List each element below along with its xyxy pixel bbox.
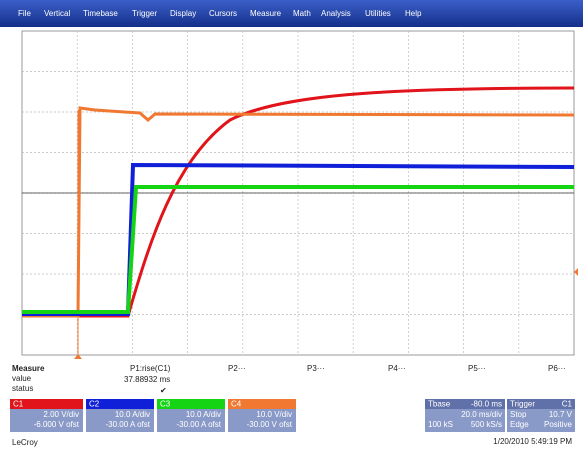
channel-scale: 10.0 A/div — [186, 410, 221, 419]
menu-item[interactable]: Math — [293, 9, 311, 18]
menu-item[interactable]: Utilities — [365, 9, 391, 18]
measure-title: Measure — [12, 364, 45, 373]
param-name: P1:rise(C1) — [130, 364, 171, 373]
brand-logo: LeCroy — [12, 438, 38, 447]
tbase-samples: 100 kS — [428, 420, 453, 429]
channel-scale: 10.0 V/div — [256, 410, 292, 419]
trigger-mode: Stop — [510, 410, 527, 419]
trigger-marker — [74, 354, 82, 359]
channel-scale: 2.00 V/div — [43, 410, 79, 419]
channel-name: C2 — [89, 400, 100, 409]
channel-header — [10, 399, 83, 409]
tbase-rate: 500 kS/s — [471, 420, 502, 429]
param-name: P2··· — [228, 364, 246, 373]
param-name: P3··· — [307, 364, 325, 373]
param-name: P4··· — [388, 364, 406, 373]
row-label: status — [12, 384, 33, 393]
trace-c1 — [22, 86, 575, 318]
param-status: ✔ — [160, 386, 167, 395]
trigger-source: C1 — [562, 400, 573, 409]
menu-item[interactable]: Display — [170, 9, 196, 18]
menu-item[interactable]: Analysis — [321, 9, 351, 18]
channel-offset: -30.00 A ofst — [106, 420, 151, 429]
param-name: P6··· — [548, 364, 566, 373]
trigger-label: Trigger — [510, 400, 535, 409]
menu-item[interactable]: File — [18, 9, 31, 18]
menu-item[interactable]: Vertical — [44, 9, 70, 18]
tbase-scale: 20.0 ms/div — [461, 410, 502, 419]
channel-name: C4 — [231, 400, 242, 409]
channel-header — [228, 399, 296, 409]
trace-c3 — [22, 185, 574, 314]
channel-scale: 10.0 A/div — [115, 410, 150, 419]
menu-item[interactable]: Timebase — [83, 9, 118, 18]
channel-name: C3 — [160, 400, 171, 409]
tbase-label: Tbase — [428, 400, 451, 409]
channel-offset: -30.00 A ofst — [177, 420, 222, 429]
timestamp: 1/20/2010 5:49:19 PM — [493, 437, 572, 446]
channel-offset: -30.00 V ofst — [247, 420, 293, 429]
level-marker — [574, 268, 578, 276]
param-value: 37.88932 ms — [124, 375, 170, 384]
menu-item[interactable]: Help — [405, 9, 422, 18]
menu-item[interactable]: Measure — [250, 9, 282, 18]
channel-name: C1 — [13, 400, 24, 409]
trigger-slope: Positive — [544, 420, 573, 429]
param-name: P5··· — [468, 364, 486, 373]
trigger-header — [507, 399, 575, 409]
menu-bar — [0, 0, 583, 27]
trace-c4 — [22, 106, 575, 318]
channel-header — [86, 399, 154, 409]
channel-header — [157, 399, 225, 409]
channel-offset: -6.000 V ofst — [34, 420, 80, 429]
trigger-type: Edge — [510, 420, 529, 429]
row-label: value — [12, 374, 32, 383]
timebase-header — [425, 399, 505, 409]
menu-item[interactable]: Cursors — [209, 9, 237, 18]
tbase-delay: -80.0 ms — [471, 400, 502, 409]
trigger-level: 10.7 V — [549, 410, 573, 419]
menu-item[interactable]: Trigger — [132, 9, 157, 18]
